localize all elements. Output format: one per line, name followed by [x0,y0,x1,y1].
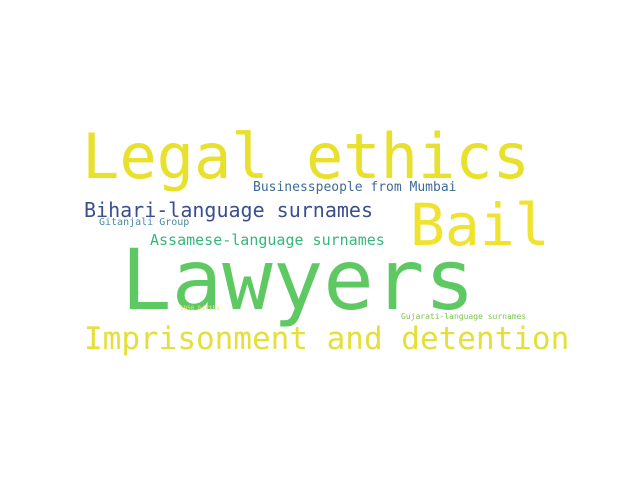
word-businesspeople-from-mumbai: Businesspeople from Mumbai [253,180,457,195]
word-lawyers: Lawyers [121,231,476,329]
word-legal-ethics: Legal ethics [82,120,530,193]
word-bail: Bail [410,191,550,259]
word-gujarati-language-surnames: Gujarati-language surnames [401,312,527,321]
word-imprisonment-and-detention: Imprisonment and detention [84,321,570,357]
word-assamese-language-surnames: Assamese-language surnames [150,231,385,249]
word-gitanjali-group: Gitanjali Group [99,217,190,228]
word-1956-births: 1956 births [180,305,220,312]
word-bihari-language-surnames: Bihari-language surnames [84,198,373,222]
